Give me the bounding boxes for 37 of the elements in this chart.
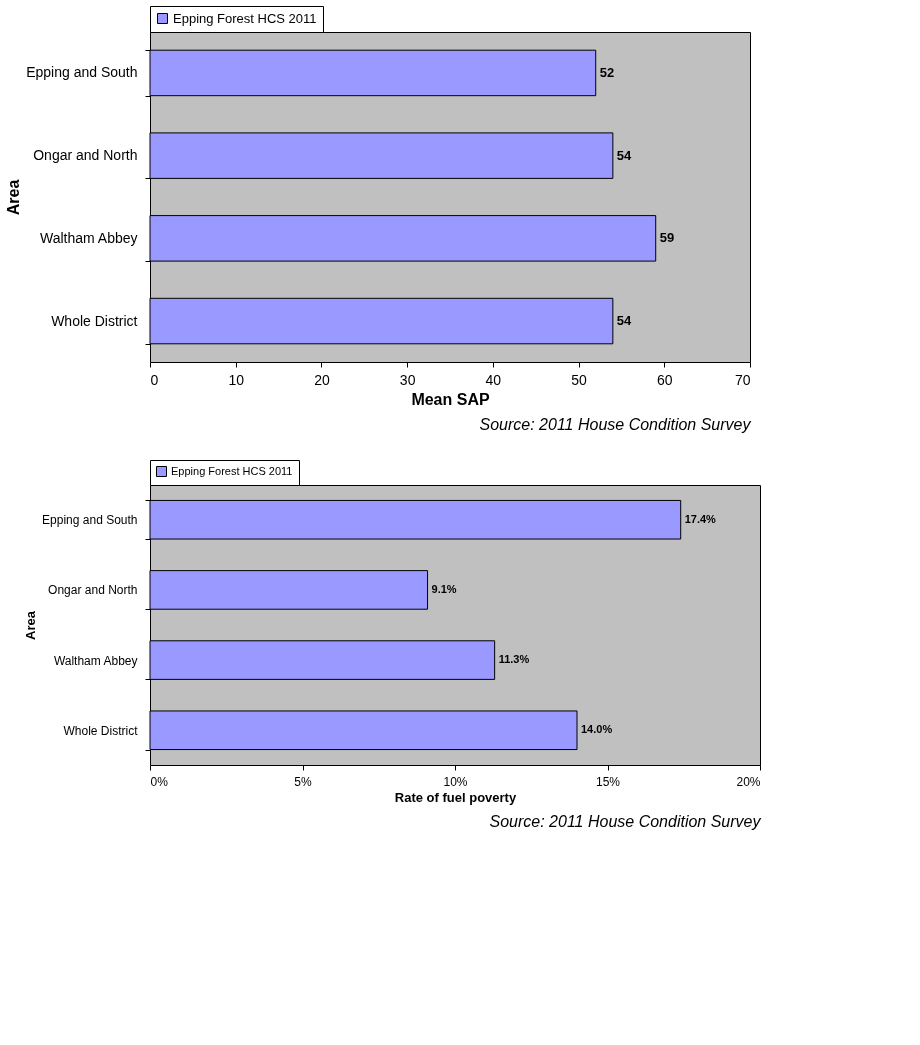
data-label: 59 [659,230,675,246]
y-tick-label: Whole District [51,312,138,329]
y-tick-label: Whole District [63,723,139,738]
y-tick-label: Epping and South [42,513,138,528]
y-tick-label: Waltham Abbey [53,653,138,668]
source-note: Source: 2011 House Condition Survey [479,416,752,433]
legend-label: Epping Forest HCS 2011 [171,464,293,477]
x-tick-label: 10% [443,774,468,789]
x-tick-label: 20% [736,774,761,789]
data-label: 54 [616,147,633,163]
legend-label: Epping Forest HCS 2011 [173,10,317,26]
source-note: Source: 2011 House Condition Survey [489,813,762,830]
data-label: 52 [599,64,615,80]
y-tick-label: Waltham Abbey [39,229,138,246]
x-axis-title: Rate of fuel poverty [394,789,517,805]
y-tick-label: Ongar and North [48,583,138,598]
y-axis-title: Area [5,179,23,216]
x-tick-label: 0 [150,371,159,388]
y-tick-label: Ongar and North [33,147,138,164]
data-label: 9.1% [431,582,457,595]
x-tick-label: 20 [314,371,330,388]
data-label: 14.0% [581,723,613,736]
x-tick-label: 50 [571,371,588,388]
x-tick-label: 5% [294,774,312,789]
x-tick-label: 30 [399,371,416,388]
x-tick-label: 70 [734,371,751,388]
y-tick-label: Epping and South [26,64,138,81]
x-tick-label: 40 [485,371,502,388]
data-label: 11.3% [498,653,530,666]
data-label: 17.4% [684,512,717,525]
x-tick-label: 10 [228,371,245,388]
x-tick-label: 0% [150,774,169,789]
x-tick-label: 15% [595,774,621,789]
x-axis-title: Mean SAP [411,390,490,408]
x-tick-label: 60 [657,371,673,388]
y-axis-title: Area [23,610,39,640]
data-label: 54 [616,313,633,329]
